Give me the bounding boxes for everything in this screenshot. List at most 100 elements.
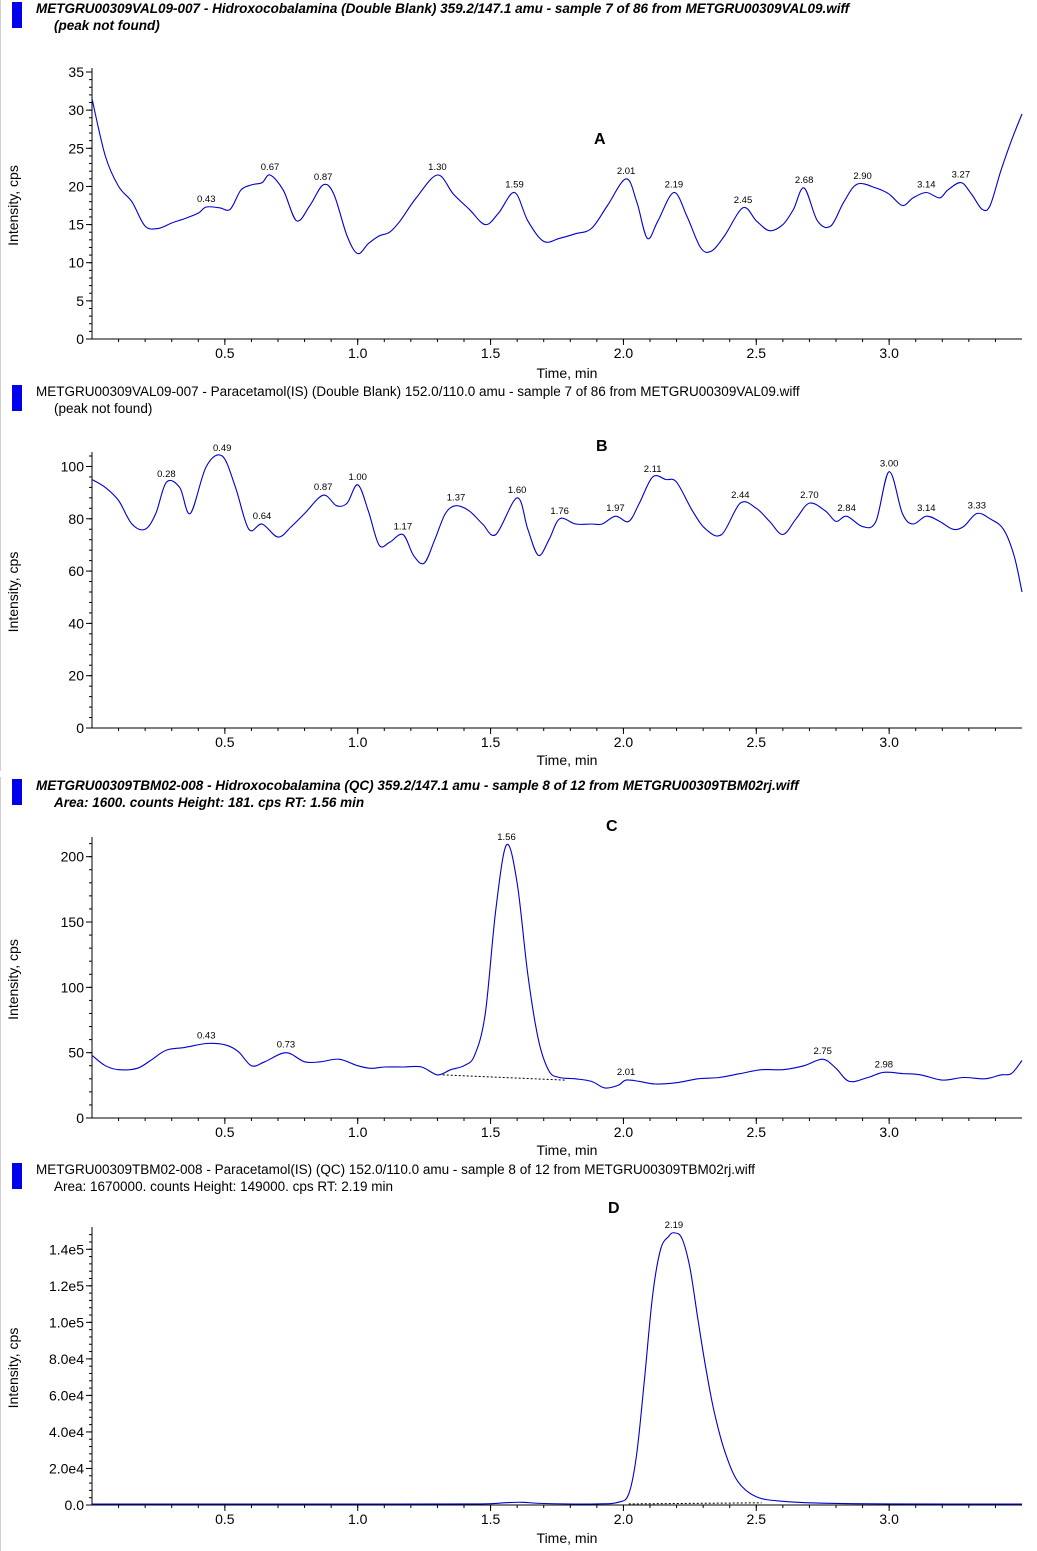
x-tick-label: 0.5 [215, 1511, 235, 1527]
panel-letter: B [596, 438, 608, 455]
x-tick-label: 1.5 [481, 345, 501, 361]
panel-border [0, 383, 1, 771]
y-axis-label: Intensity, cps [5, 552, 21, 633]
series-line [91, 98, 1023, 255]
panel-header: METGRU00309TBM02-008 - Hidroxocobalamina… [36, 777, 799, 811]
panel-c: METGRU00309TBM02-008 - Hidroxocobalamina… [0, 777, 1037, 1161]
y-tick-label: 20 [68, 178, 84, 194]
chart-svg: 0.5 1.0 1.5 2.0 2.5 3.0 0.0 2.0e4 4.0e4 6.0e4 8.0e… [5, 1200, 1023, 1546]
y-tick-label: 0.0 [65, 1497, 85, 1513]
y-tick-label: 15 [68, 217, 84, 233]
header-title: METGRU00309VAL09-007 - Paracetamol(IS) (… [36, 384, 800, 399]
peak-label: 1.97 [606, 503, 625, 514]
x-tick-label: 1.0 [348, 734, 368, 750]
y-tick-label: 150 [61, 914, 85, 930]
y-tick-label: 35 [68, 64, 84, 80]
y-tick-label: 30 [68, 102, 84, 118]
peak-label: 1.37 [447, 493, 466, 504]
y-tick-label: 40 [68, 615, 84, 631]
trace-color-marker[interactable] [12, 2, 22, 28]
x-tick-label: 3.0 [879, 1124, 899, 1140]
peak-label: 2.70 [800, 490, 819, 501]
peak-label: 0.87 [314, 172, 333, 183]
peak-label: 3.33 [968, 501, 987, 512]
y-axis-label: Intensity, cps [5, 165, 21, 246]
y-tick-label: 25 [68, 140, 84, 156]
x-tick-label: 2.0 [614, 734, 634, 750]
x-tick-label: 1.0 [348, 345, 368, 361]
peak-label: 1.76 [550, 506, 569, 517]
x-tick-label: 2.0 [614, 1124, 634, 1140]
series-line [91, 1232, 1023, 1505]
peak-label: 3.00 [880, 459, 899, 470]
x-tick-label: 2.0 [614, 1511, 634, 1527]
y-tick-label: 1.2e5 [49, 1278, 84, 1294]
y-tick-label: 20 [68, 668, 84, 684]
trace-color-marker[interactable] [12, 385, 22, 411]
peak-label: 2.11 [644, 464, 662, 475]
peak-label: 2.19 [665, 1220, 684, 1231]
y-tick-label: 0 [76, 331, 84, 347]
peak-label: 2.90 [853, 171, 872, 182]
x-tick-label: 2.5 [747, 734, 767, 750]
panel-border [0, 1161, 1, 1551]
x-tick-label: 0.5 [215, 345, 235, 361]
series-line [91, 454, 1023, 593]
panel-header: METGRU00309VAL09-007 - Hidroxocobalamina… [36, 0, 849, 34]
peak-label: 2.01 [617, 166, 636, 177]
peak-label: 2.19 [665, 180, 684, 191]
x-tick-label: 3.0 [879, 345, 899, 361]
panel-border [0, 0, 1, 383]
peak-label: 0.64 [253, 511, 272, 522]
panel-letter: C [606, 818, 618, 835]
x-axis-label: Time, min [537, 365, 598, 381]
y-tick-label: 60 [68, 563, 84, 579]
peak-label: 0.43 [197, 194, 216, 205]
peak-label: 1.60 [508, 485, 527, 496]
peak-label: 0.49 [213, 443, 232, 454]
y-tick-label: 200 [61, 849, 85, 865]
panel-letter: D [608, 1200, 620, 1217]
y-axis-label: Intensity, cps [5, 1328, 21, 1409]
panel-a: METGRU00309VAL09-007 - Hidroxocobalamina… [0, 0, 1037, 383]
peak-label: 3.27 [952, 170, 971, 181]
y-tick-label: 100 [61, 979, 85, 995]
peak-label: 1.17 [394, 521, 413, 532]
peak-label: 1.30 [428, 162, 447, 173]
y-tick-label: 1.0e5 [49, 1314, 84, 1330]
x-tick-label: 0.5 [215, 734, 235, 750]
y-tick-label: 8.0e4 [49, 1351, 84, 1367]
x-tick-label: 3.0 [879, 734, 899, 750]
x-axis-label: Time, min [537, 752, 598, 768]
peak-label: 1.00 [348, 472, 367, 483]
y-tick-label: 80 [68, 511, 84, 527]
x-axis-label: Time, min [537, 1530, 598, 1546]
x-tick-label: 1.5 [481, 1511, 501, 1527]
peak-label: 0.28 [157, 469, 176, 480]
x-tick-label: 1.0 [348, 1511, 368, 1527]
trace-color-marker[interactable] [12, 779, 22, 805]
y-tick-label: 6.0e4 [49, 1387, 84, 1403]
panel-header: METGRU00309VAL09-007 - Paracetamol(IS) (… [36, 383, 800, 417]
peak-label: 2.45 [734, 195, 753, 206]
y-tick-label: 100 [61, 458, 85, 474]
x-tick-label: 1.5 [481, 1124, 501, 1140]
peak-label: 1.56 [497, 832, 516, 843]
peak-label: 2.84 [837, 503, 856, 514]
x-tick-label: 2.5 [747, 1511, 767, 1527]
y-axis-label: Intensity, cps [5, 939, 21, 1020]
trace-color-marker[interactable] [12, 1163, 22, 1189]
header-title: METGRU00309VAL09-007 - Hidroxocobalamina… [36, 1, 850, 16]
peak-label: 2.98 [875, 1059, 894, 1070]
x-axis-label: Time, min [537, 1142, 598, 1158]
chart-svg: 0.5 1.0 1.5 2.0 2.5 3.0 0 50 100 150 200 Time, min I… [5, 818, 1023, 1158]
y-tick-label: 1.4e5 [49, 1241, 84, 1257]
header-status: Area: 1670000. counts Height: 149000. cp… [54, 1179, 393, 1194]
peak-label: 2.75 [813, 1046, 832, 1057]
integration-baseline [628, 1502, 762, 1505]
header-status: Area: 1600. counts Height: 181. cps RT: … [54, 795, 365, 810]
peak-label: 2.44 [731, 490, 750, 501]
integration-baseline [442, 1074, 565, 1081]
header-title: METGRU00309TBM02-008 - Paracetamol(IS) (… [36, 1162, 756, 1177]
